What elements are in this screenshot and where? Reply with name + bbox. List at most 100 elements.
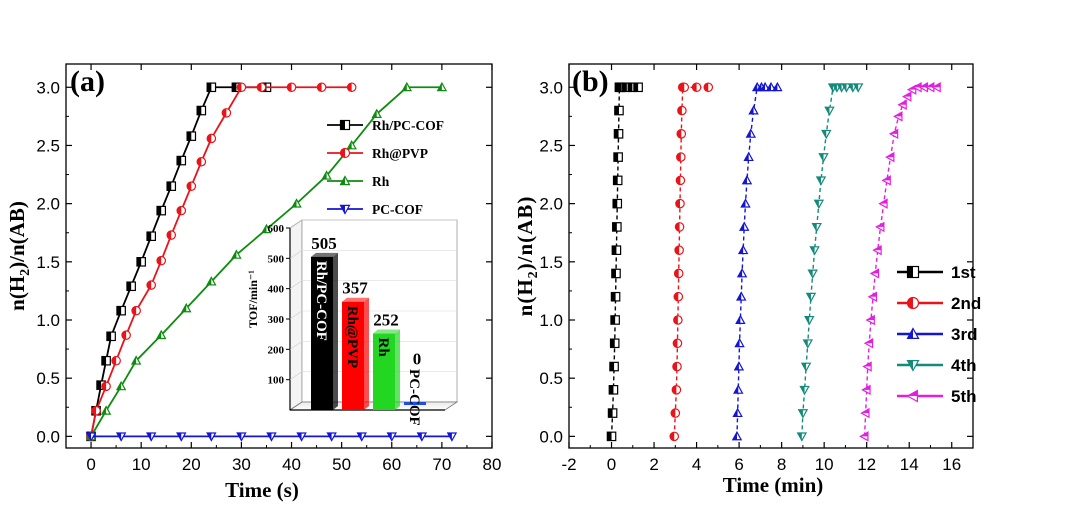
panel-b-data-point bbox=[888, 128, 899, 140]
panel-a-data-point bbox=[261, 223, 272, 234]
panel-b-data-point bbox=[813, 199, 825, 210]
legend-marker bbox=[339, 175, 351, 186]
bar bbox=[311, 256, 333, 410]
panel-a-label: (a) bbox=[70, 65, 105, 98]
panel-a-x-tick-label: 10 bbox=[132, 455, 151, 474]
panel-b-data-point bbox=[852, 83, 864, 93]
panel-b-data-point bbox=[745, 128, 757, 138]
panel-b-data-point bbox=[860, 407, 870, 419]
panel-b-x-tick-label: 0 bbox=[607, 455, 616, 474]
panel-a-y-tick-label: 3.0 bbox=[36, 78, 60, 97]
panel-a-y-tick-label: 0.5 bbox=[36, 369, 60, 388]
panel-a-data-point bbox=[91, 405, 101, 416]
panel-b-data-point bbox=[741, 174, 753, 185]
panel-a-data-point bbox=[111, 355, 121, 366]
panel-a-data-point bbox=[106, 331, 116, 342]
panel-b-legend-entry: 5th bbox=[897, 387, 977, 406]
inset-bar-2: 357 Rh@PVP bbox=[342, 279, 369, 410]
panel-a-data-point bbox=[206, 276, 217, 286]
panel-a-data-point bbox=[446, 432, 458, 442]
panel-a-data-point bbox=[256, 82, 267, 93]
panel-a-x-tick-label: 50 bbox=[332, 455, 351, 474]
panel-b-data-point bbox=[748, 105, 759, 115]
legend-label: PC-COF bbox=[372, 202, 423, 217]
panel-b-data-point bbox=[872, 244, 882, 256]
panel-b-label: (b) bbox=[572, 65, 609, 98]
inset-y-tick-label: 600 bbox=[268, 223, 285, 235]
panel-a-data-point bbox=[115, 380, 127, 391]
panel-a-x-tick-label: 30 bbox=[232, 455, 251, 474]
inset-y-tick-label: 300 bbox=[268, 314, 285, 326]
panel-a-data-point bbox=[236, 432, 247, 442]
panel-b-data-point bbox=[759, 81, 771, 92]
panel-b-data-point bbox=[679, 82, 690, 93]
inset-gridline-side bbox=[289, 250, 303, 259]
panel-b-series-5 bbox=[859, 82, 941, 442]
legend-label: Rh@PVP bbox=[372, 146, 428, 161]
panel-b-data-point bbox=[672, 338, 683, 349]
bar-top bbox=[373, 329, 400, 334]
panel-b-data-point bbox=[811, 222, 822, 233]
panel-b-data-point bbox=[731, 430, 743, 441]
panel-a-data-point bbox=[196, 105, 207, 116]
panel-a-x-tick-label: 0 bbox=[86, 455, 95, 474]
panel-b-data-point bbox=[931, 82, 941, 93]
panel-b-data-point bbox=[674, 245, 684, 255]
panel-b-data-point bbox=[612, 222, 622, 232]
panel-b-y-tick-label: 2.5 bbox=[539, 136, 563, 155]
panel-a-data-point bbox=[146, 280, 156, 290]
panel-b-x-tick-label: 10 bbox=[815, 455, 834, 474]
panel-b-data-point bbox=[867, 291, 878, 302]
panel-a-data-point bbox=[286, 82, 297, 93]
panel-b-data-point bbox=[733, 361, 745, 371]
panel-b-data-point bbox=[809, 246, 820, 256]
bar-top bbox=[311, 252, 338, 257]
panel-a-data-point bbox=[386, 432, 397, 442]
panel-a-x-tick-label: 20 bbox=[182, 455, 201, 474]
inset-bar-value-label: 0 bbox=[413, 350, 422, 369]
panel-a-x-tick-label: 70 bbox=[432, 455, 451, 474]
panel-a-data-point bbox=[166, 230, 177, 240]
panel-a-legend-entry: Rh@PVP bbox=[327, 146, 428, 161]
panel-b-data-point bbox=[672, 361, 682, 372]
panel-a-data-point bbox=[296, 432, 307, 442]
panel-a-y-tick-label: 1.5 bbox=[36, 253, 60, 272]
panel-a-data-point bbox=[401, 81, 413, 92]
panel-a-x-axis-label: Time (s) bbox=[225, 478, 299, 502]
panel-a-data-point bbox=[156, 329, 167, 340]
panel-a-data-point bbox=[136, 257, 146, 267]
legend-label: 5th bbox=[951, 387, 977, 406]
panel-a-legend-entry: Rh/PC-COF bbox=[327, 118, 444, 133]
panel-b-data-point bbox=[821, 129, 832, 140]
panel-b-data-point bbox=[613, 129, 624, 139]
legend-marker bbox=[906, 296, 920, 310]
panel-a-y-tick-label: 2.0 bbox=[36, 195, 60, 214]
panel-a-data-point bbox=[356, 432, 367, 442]
panel-b-data-point bbox=[611, 245, 622, 255]
panel-b-data-point bbox=[765, 81, 777, 92]
panel-b-data-point bbox=[676, 152, 686, 162]
legend-label: Rh/PC-COF bbox=[372, 118, 444, 133]
inset-bar-4: 0PC-COF bbox=[404, 350, 426, 426]
panel-b-series-3 bbox=[731, 81, 783, 441]
inset-bar-category-label: Rh@PVP bbox=[344, 306, 360, 368]
inset-gridline-side bbox=[289, 371, 303, 380]
legend-marker bbox=[906, 327, 920, 339]
panel-b-data-point bbox=[859, 431, 869, 442]
panel-a-series-2 bbox=[86, 82, 357, 442]
panel-a-data-point bbox=[176, 432, 187, 442]
legend-marker bbox=[339, 119, 351, 131]
panel-b-data-point bbox=[902, 91, 912, 102]
panel-a-series-4 bbox=[85, 432, 458, 442]
panel-b-y-tick-label: 2.0 bbox=[539, 195, 563, 214]
panel-b-data-point bbox=[796, 432, 808, 442]
panel-b-series-line bbox=[673, 86, 709, 437]
panel-b-data-point bbox=[670, 408, 681, 418]
panel-b-series-2 bbox=[669, 82, 714, 442]
panel-a-y-tick-label: 0.0 bbox=[36, 427, 60, 446]
inset-y-tick-label: 100 bbox=[268, 375, 285, 387]
panel-b-data-point bbox=[818, 153, 829, 163]
inset-gridline-side bbox=[289, 280, 303, 289]
panel-a-data-point bbox=[186, 131, 197, 141]
panel-b-data-point bbox=[673, 315, 683, 325]
